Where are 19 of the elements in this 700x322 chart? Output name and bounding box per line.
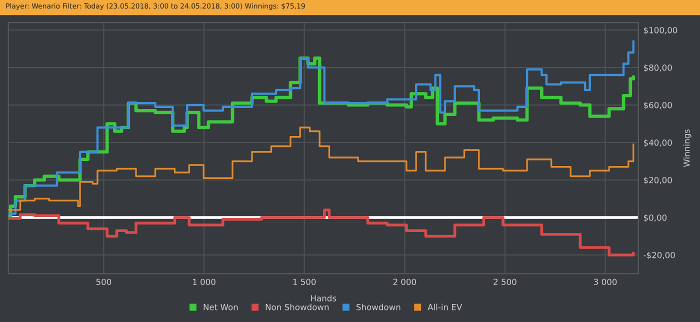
legend-label: Showdown	[356, 304, 400, 310]
legend-label: Non Showdown	[266, 304, 329, 310]
x-tick-label: 2 000	[393, 278, 416, 286]
y-tick-label: $80,00	[644, 64, 672, 72]
x-axis-title: Hands	[311, 294, 336, 302]
y-tick-label: $20,00	[644, 176, 672, 184]
y-axis-title: Winnings	[683, 129, 692, 167]
x-tick-label: 500	[96, 278, 112, 286]
x-tick-label: 3 000	[594, 278, 617, 286]
y-tick-label: $40,00	[644, 139, 672, 147]
y-tick-label: $60,00	[644, 102, 672, 110]
x-tick-label: 2 500	[494, 278, 516, 286]
legend-label: Net Won	[204, 304, 238, 310]
x-tick-label: 1 000	[193, 278, 216, 286]
y-tick-label: $0,00	[644, 214, 667, 222]
x-tick-label: 1 500	[293, 278, 316, 286]
legend-label: All-in EV	[428, 304, 462, 310]
y-tick-label: $100,00	[644, 26, 678, 34]
y-tick-label: -$20,00	[644, 252, 675, 260]
